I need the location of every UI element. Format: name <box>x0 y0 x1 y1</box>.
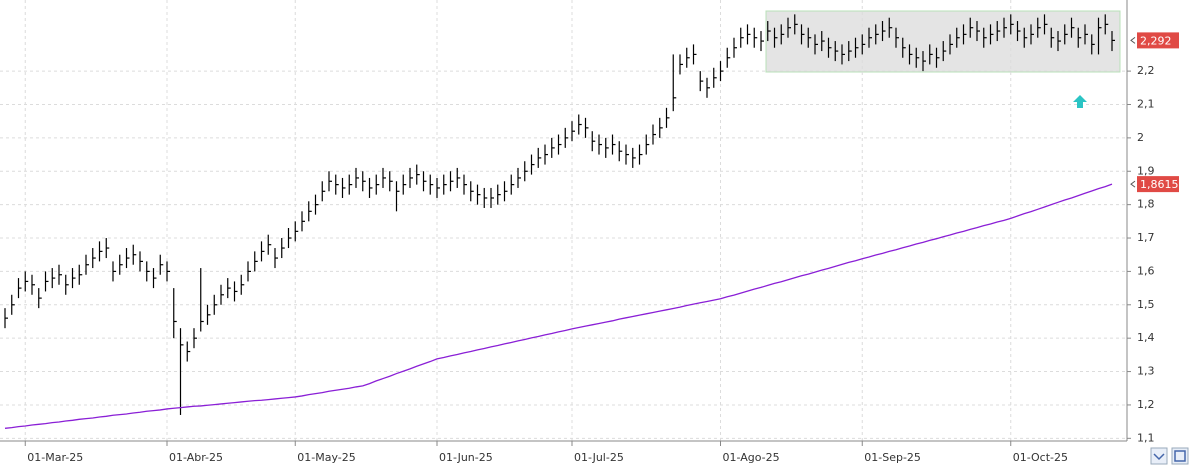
price-tag <box>1137 176 1179 193</box>
x-tick-label: 01-Ago-25 <box>723 451 780 464</box>
y-tick-label: 1,3 <box>1137 365 1155 378</box>
grid <box>0 0 1127 441</box>
x-tick-label: 01-May-25 <box>297 451 355 464</box>
x-tick-label: 01-Oct-25 <box>1013 451 1068 464</box>
moving-average <box>4 183 1113 429</box>
save-button[interactable] <box>1171 447 1189 465</box>
x-tick-label: 01-Jun-25 <box>439 451 493 464</box>
y-tick-label: 1,4 <box>1137 331 1155 344</box>
price-pointer <box>1130 36 1136 44</box>
y-tick-label: 1,5 <box>1137 298 1155 311</box>
price-pointer <box>1130 180 1136 188</box>
price-tag-label: 1,8615 <box>1140 178 1179 191</box>
y-tick-label: 1,1 <box>1137 431 1155 444</box>
zoom-icon <box>1153 453 1165 461</box>
y-tick-label: 2,2 <box>1137 64 1155 77</box>
x-tick-label: 01-Mar-25 <box>27 451 83 464</box>
y-tick-label: 1,2 <box>1137 398 1155 411</box>
y-tick-label: 1,9 <box>1137 164 1155 177</box>
y-tick-label: 1,6 <box>1137 264 1155 277</box>
x-tick-label: 01-Abr-25 <box>169 451 223 464</box>
y-tick-label: 2 <box>1137 131 1144 144</box>
y-tick-label: 1,8 <box>1137 198 1155 211</box>
price-tag <box>1137 32 1179 49</box>
y-tick-label: 2,1 <box>1137 97 1155 110</box>
marks <box>4 14 1115 429</box>
save-icon <box>1174 450 1186 462</box>
x-tick-label: 01-Jul-25 <box>574 451 624 464</box>
price-tag-label: 2,292 <box>1140 34 1172 47</box>
zoom-button[interactable] <box>1150 447 1168 465</box>
y-tick-label: 1,7 <box>1137 231 1155 244</box>
x-tick-label: 01-Sep-25 <box>864 451 921 464</box>
axes: 1,1 1,2 1,3 1,4 1,5 1,6 1,7 1,8 1,9 2 2,1 2,2 01-Mar… <box>24 32 1179 464</box>
signal-arrow <box>1073 95 1087 108</box>
